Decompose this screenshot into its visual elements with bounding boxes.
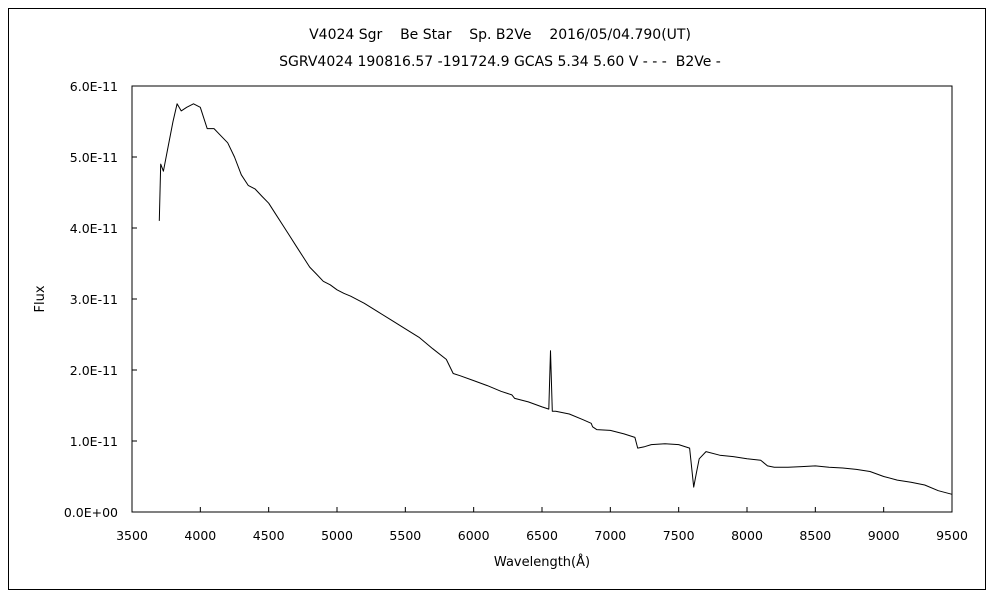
- y-tick-label: 5.0E-11: [70, 150, 118, 165]
- chart-frame: [8, 8, 986, 590]
- x-axis-label: Wavelength(Å): [494, 554, 590, 570]
- x-tick-label: 3500: [116, 528, 148, 543]
- y-axis-label: Flux: [33, 285, 48, 312]
- x-tick-label: 5000: [321, 528, 353, 543]
- x-tick-label: 7500: [663, 528, 695, 543]
- spectrum-line: [158, 103, 953, 495]
- x-tick-label: 4000: [184, 528, 216, 543]
- y-tick-label: 6.0E-11: [70, 79, 118, 94]
- y-tick-label: 3.0E-11: [70, 292, 118, 307]
- x-tick-label: 5500: [389, 528, 421, 543]
- y-tick-label: 0.0E+00: [64, 505, 118, 520]
- x-tick-label: 8000: [731, 528, 763, 543]
- chart-subtitle: SGRV4024 190816.57 -191724.9 GCAS 5.34 5…: [279, 54, 721, 70]
- plot-area: [131, 85, 953, 513]
- x-tick-label: 6500: [526, 528, 558, 543]
- x-tick-label: 6000: [458, 528, 490, 543]
- y-tick-label: 4.0E-11: [70, 221, 118, 236]
- y-axis-ticks: 0.0E+00 1.0E-11 2.0E-11 3.0E-11 4.0E-11 5.0E-…: [64, 79, 137, 520]
- y-tick-label: 2.0E-11: [70, 363, 118, 378]
- x-tick-label: 4500: [253, 528, 285, 543]
- y-tick-label: 1.0E-11: [70, 434, 118, 449]
- x-axis-ticks: 3500 4000 4500 5000 5500 6000 6500 7000 7500 8000…: [116, 507, 968, 543]
- series-layer: [158, 103, 953, 495]
- chart-title: V4024 Sgr Be Star Sp. B2Ve 2016/05/04.79…: [309, 27, 691, 43]
- x-tick-label: 7000: [594, 528, 626, 543]
- x-tick-label: 9000: [868, 528, 900, 543]
- x-tick-label: 8500: [799, 528, 831, 543]
- x-tick-label: 9500: [936, 528, 968, 543]
